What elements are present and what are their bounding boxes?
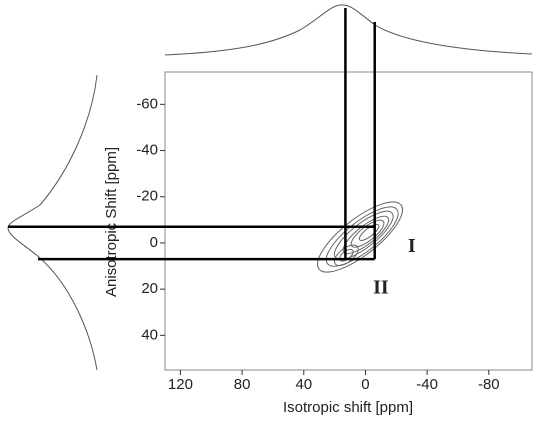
x-axis-label: Isotropic shift [ppm] [283, 399, 413, 416]
contour [325, 206, 399, 267]
contour [350, 219, 385, 248]
x-tick-label: -80 [478, 376, 500, 393]
contour [358, 223, 380, 241]
contour [334, 244, 359, 267]
contour [317, 201, 403, 273]
x-tick-label: 40 [295, 376, 312, 393]
left-projection [7, 74, 98, 371]
annotation: II [373, 277, 389, 299]
x-tick-label: 120 [168, 376, 193, 393]
contours [317, 201, 403, 273]
x-tick-label: 0 [361, 376, 369, 393]
y-tick-label: 20 [141, 280, 158, 297]
x-tick-label: -40 [416, 376, 438, 393]
x-tick-label: 80 [234, 376, 251, 393]
y-tick-label: 0 [150, 234, 158, 251]
plot-frame [164, 71, 533, 371]
y-tick-label: -20 [136, 188, 158, 205]
top-projection [164, 4, 533, 56]
y-tick-label: -60 [136, 95, 158, 112]
annotation: I [408, 235, 416, 257]
y-axis-label: Anisotropic Shift [ppm] [103, 147, 120, 297]
y-tick-label: 40 [141, 326, 158, 343]
y-tick-label: -40 [136, 142, 158, 159]
